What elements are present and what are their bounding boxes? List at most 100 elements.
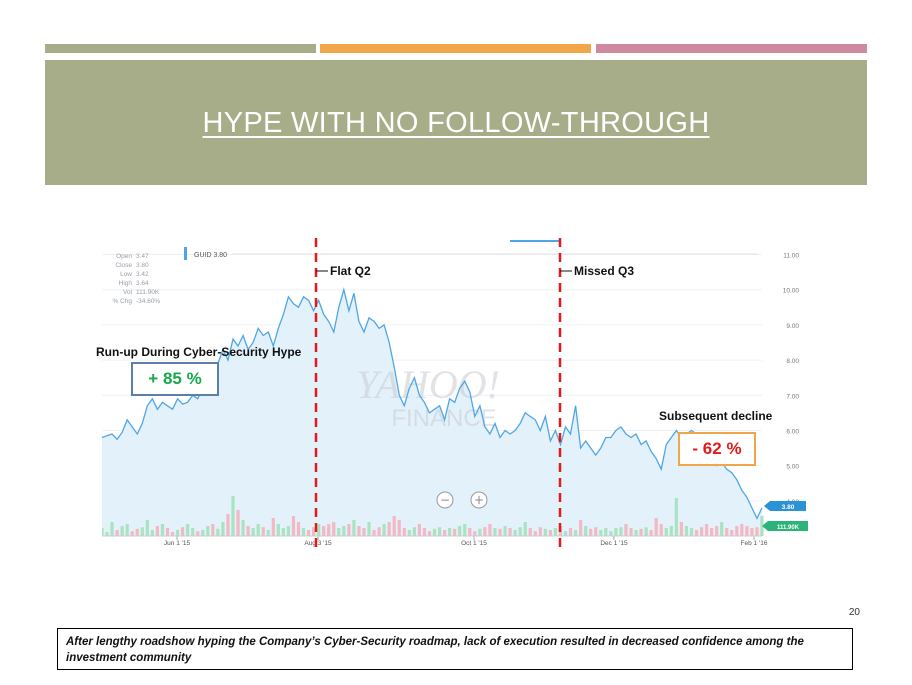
volume-bar — [639, 528, 643, 536]
quote-value-high: 3.64 — [136, 280, 149, 287]
volume-bar — [473, 531, 477, 536]
flat-q2-label: Flat Q2 — [330, 264, 371, 278]
volume-bar — [629, 528, 633, 536]
volume-bar — [206, 526, 210, 536]
volume-bar — [392, 516, 396, 536]
range-selector — [510, 240, 560, 242]
volume-bar — [216, 528, 220, 536]
volume-bar — [548, 530, 552, 536]
volume-bar — [704, 524, 709, 536]
quote-value-close: 3.80 — [136, 262, 149, 269]
volume-bar — [251, 528, 255, 536]
stock-chart: YAHOO! FINANCE 11.0010.009.008.007.006.0… — [102, 238, 808, 548]
volume-bar — [332, 522, 336, 536]
volume-bar — [342, 526, 346, 536]
runup-pct-box: + 85 % — [131, 362, 219, 396]
volume-bar — [150, 530, 154, 536]
accent-bar-orange — [320, 44, 591, 53]
volume-bar — [553, 528, 558, 536]
x-tick-label: Aug 3 '15 — [304, 540, 332, 547]
zoom-out-button[interactable]: − — [436, 491, 454, 509]
volume-bar — [468, 528, 472, 536]
volume-bar — [352, 520, 356, 536]
volume-bar — [740, 524, 744, 536]
volume-bar — [186, 524, 190, 536]
volume-bar — [276, 524, 280, 536]
volume-bar — [493, 528, 497, 536]
volume-bar — [377, 527, 381, 536]
price-area — [102, 289, 762, 536]
volume-bar — [196, 531, 200, 536]
volume-bar — [241, 520, 245, 536]
y-tick-label: 8.00 — [786, 358, 799, 365]
volume-bar — [755, 527, 759, 536]
volume-bar — [387, 522, 391, 536]
volume-bar — [453, 528, 457, 536]
volume-bar — [402, 528, 406, 536]
volume-bar — [160, 524, 165, 536]
volume-bar — [568, 528, 573, 536]
title-banner: HYPE WITH NO FOLLOW-THROUGH — [45, 60, 867, 185]
volume-bar — [599, 530, 603, 536]
volume-bar — [674, 498, 678, 536]
footer-note: After lengthy roadshow hyping the Compan… — [57, 628, 853, 670]
volume-bar — [604, 528, 608, 536]
volume-bar — [710, 528, 714, 536]
y-tick-label: 7.00 — [786, 393, 799, 400]
x-tick-label: Jun 1 '15 — [164, 540, 191, 547]
x-tick-label: Feb 1 '16 — [741, 540, 768, 547]
volume-bar — [357, 526, 361, 536]
volume-bar — [750, 528, 754, 536]
quote-label-close: Close — [115, 262, 132, 269]
quote-label-low: Low — [120, 271, 132, 278]
volume-bar — [110, 522, 114, 536]
volume-bar — [694, 530, 699, 536]
volume-bar — [266, 530, 270, 536]
volume-bar — [417, 524, 422, 536]
runup-label: Run-up During Cyber-Security Hype — [96, 345, 302, 359]
volume-bar — [306, 530, 311, 536]
volume-bar — [609, 531, 613, 536]
volume-bar — [181, 527, 185, 536]
volume-bar — [442, 530, 447, 536]
volume-bar — [170, 532, 175, 536]
y-tick-label: 5.00 — [786, 464, 799, 471]
volume-bar — [231, 496, 235, 536]
volume-bar — [679, 522, 683, 536]
volume-bar — [513, 530, 517, 536]
volume-bar — [725, 528, 729, 536]
volume-bar — [715, 526, 719, 536]
volume-bar — [130, 531, 134, 536]
zoom-in-button[interactable]: + — [470, 491, 488, 509]
volume-bar — [594, 527, 598, 536]
volume-bar — [538, 527, 542, 536]
volume-bar — [105, 532, 109, 536]
last-volume-label: 111.90K — [777, 525, 800, 531]
volume-bar — [518, 527, 522, 536]
volume-bar — [261, 527, 265, 536]
volume-bar — [281, 528, 285, 536]
volume-bar — [669, 526, 673, 536]
volume-bar — [584, 526, 588, 536]
volume-bar — [614, 528, 618, 536]
decline-pct-box: - 62 % — [678, 432, 756, 466]
quote-value-low: 3.42 — [136, 271, 149, 278]
volume-bar — [145, 520, 149, 536]
volume-bar — [312, 527, 316, 536]
last-volume-badge — [762, 521, 808, 531]
quote-value-open: 3.47 — [136, 253, 149, 260]
volume-bar — [135, 528, 139, 536]
volume-bar — [221, 522, 225, 536]
slide-title: HYPE WITH NO FOLLOW-THROUGH — [202, 107, 710, 139]
volume-bar — [689, 528, 694, 536]
volume-bar — [528, 528, 532, 536]
volume-bar — [634, 530, 638, 536]
volume-bar — [745, 526, 749, 536]
volume-bar — [483, 527, 487, 536]
volume-bar — [125, 524, 129, 536]
accent-bar-green — [45, 44, 316, 53]
volume-bar — [432, 528, 437, 536]
volume-bar — [573, 530, 578, 536]
quote-label-vol: Vol — [123, 289, 133, 296]
